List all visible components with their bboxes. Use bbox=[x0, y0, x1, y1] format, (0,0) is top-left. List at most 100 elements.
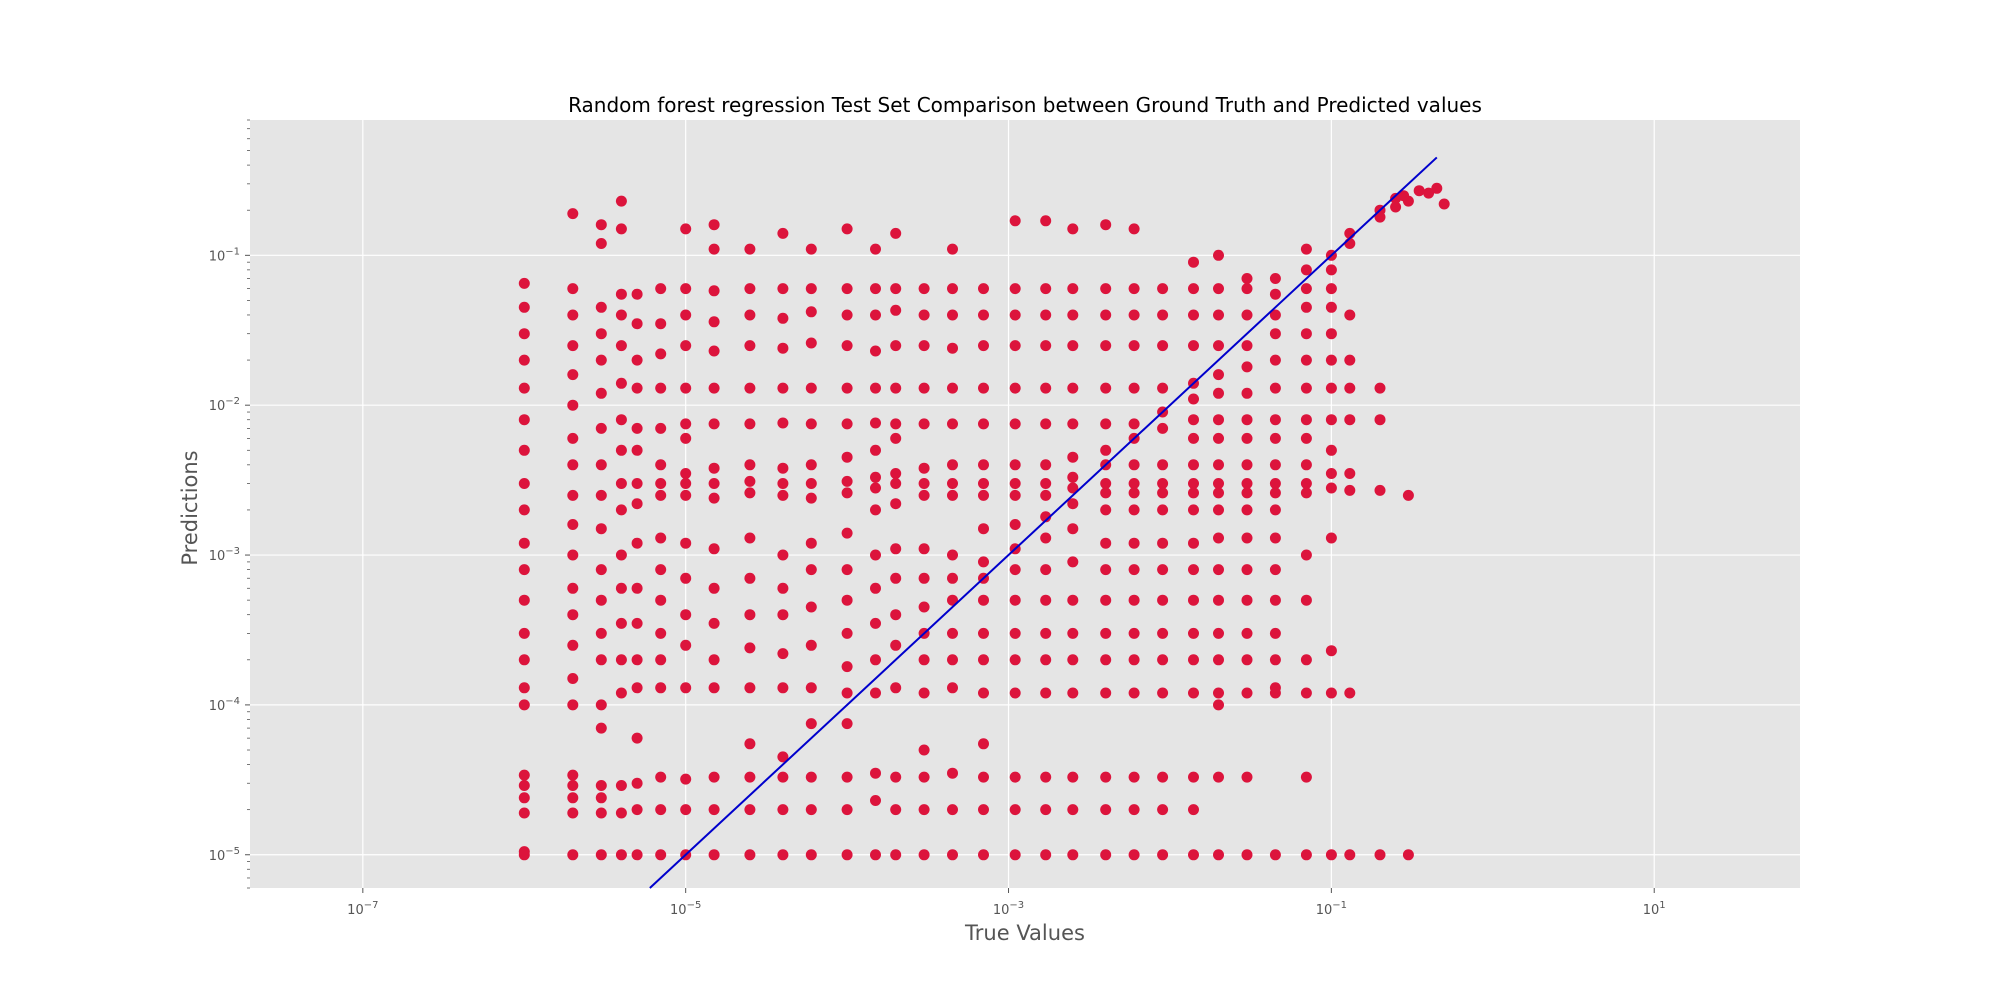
scatter-point bbox=[631, 617, 643, 629]
scatter-point bbox=[1300, 283, 1312, 295]
scatter-point bbox=[567, 340, 579, 352]
x-tick-label: 10−7 bbox=[347, 900, 378, 918]
scatter-point bbox=[978, 340, 989, 352]
scatter-point bbox=[680, 639, 692, 651]
scatter-point bbox=[631, 288, 643, 300]
scatter-point bbox=[595, 654, 607, 666]
scatter-point bbox=[918, 382, 930, 394]
scatter-point bbox=[1100, 771, 1112, 783]
scatter-point bbox=[1100, 849, 1112, 861]
scatter-point bbox=[744, 475, 756, 487]
scatter-point bbox=[1100, 382, 1112, 394]
scatter-point bbox=[1300, 594, 1312, 606]
scatter-point bbox=[655, 318, 667, 330]
scatter-point bbox=[1213, 387, 1224, 399]
scatter-point bbox=[1100, 418, 1112, 430]
scatter-point bbox=[744, 243, 756, 255]
scatter-point bbox=[1009, 687, 1021, 699]
scatter-point bbox=[947, 767, 958, 779]
chart-title: Random forest regression Test Set Compar… bbox=[568, 93, 1482, 117]
scatter-point bbox=[1325, 468, 1337, 479]
scatter-point bbox=[567, 780, 579, 791]
scatter-point bbox=[615, 849, 627, 861]
scatter-point bbox=[655, 348, 667, 360]
scatter-point bbox=[1009, 804, 1021, 816]
scatter-point bbox=[595, 489, 607, 501]
scatter-point bbox=[567, 432, 579, 444]
scatter-point bbox=[631, 498, 643, 510]
scatter-point bbox=[1213, 369, 1224, 381]
scatter-point bbox=[1040, 627, 1052, 639]
scatter-point bbox=[1100, 627, 1112, 639]
scatter-point bbox=[890, 382, 902, 394]
scatter-point bbox=[1241, 487, 1253, 499]
scatter-point bbox=[1300, 478, 1312, 489]
scatter-point bbox=[1300, 382, 1312, 394]
scatter-point bbox=[1040, 804, 1052, 816]
scatter-point bbox=[870, 582, 881, 594]
scatter-point bbox=[947, 283, 958, 295]
scatter-point bbox=[947, 549, 958, 561]
y-axis-ticks: 10−5 10−4 10−3 10−2 10−1 bbox=[209, 119, 250, 889]
scatter-point bbox=[1100, 340, 1112, 352]
scatter-point bbox=[595, 792, 607, 804]
scatter-point bbox=[890, 227, 902, 239]
scatter-point bbox=[870, 382, 881, 394]
scatter-point bbox=[615, 549, 627, 561]
scatter-point bbox=[567, 309, 579, 321]
scatter-point bbox=[890, 543, 902, 555]
scatter-point bbox=[655, 771, 667, 783]
scatter-point bbox=[1325, 354, 1337, 366]
scatter-point bbox=[918, 309, 930, 321]
scatter-point bbox=[777, 382, 789, 394]
scatter-point bbox=[1128, 564, 1140, 576]
scatter-point bbox=[655, 564, 667, 576]
scatter-point bbox=[1009, 654, 1021, 666]
scatter-point bbox=[595, 328, 607, 340]
scatter-point bbox=[947, 594, 958, 606]
scatter-point bbox=[655, 532, 667, 544]
scatter-point bbox=[777, 549, 789, 561]
scatter-point bbox=[777, 489, 789, 501]
scatter-point bbox=[1325, 482, 1337, 494]
scatter-point bbox=[631, 654, 643, 666]
scatter-point bbox=[978, 771, 989, 783]
scatter-point bbox=[1009, 283, 1021, 295]
scatter-point bbox=[1188, 340, 1199, 352]
scatter-point bbox=[777, 648, 789, 660]
scatter-point bbox=[890, 418, 902, 430]
y-tick-label: 10−1 bbox=[209, 246, 240, 264]
scatter-point bbox=[1100, 804, 1112, 816]
scatter-point bbox=[841, 382, 853, 394]
scatter-point bbox=[1188, 654, 1199, 666]
scatter-point bbox=[1067, 471, 1079, 483]
scatter-point bbox=[1100, 219, 1112, 231]
scatter-point bbox=[805, 771, 817, 783]
scatter-point bbox=[1188, 687, 1199, 699]
scatter-point bbox=[1188, 564, 1199, 576]
scatter-point bbox=[1067, 382, 1079, 394]
scatter-point bbox=[870, 849, 881, 861]
scatter-point bbox=[1128, 283, 1140, 295]
scatter-point bbox=[744, 418, 756, 430]
scatter-point bbox=[1128, 594, 1140, 606]
scatter-point bbox=[978, 489, 989, 501]
scatter-point bbox=[744, 771, 756, 783]
scatter-point bbox=[631, 582, 643, 594]
scatter-point bbox=[518, 594, 530, 606]
scatter-point bbox=[655, 849, 667, 861]
scatter-point bbox=[890, 682, 902, 694]
scatter-point bbox=[890, 478, 902, 489]
scatter-point bbox=[947, 243, 958, 255]
scatter-point bbox=[1269, 288, 1281, 300]
scatter-point bbox=[1213, 627, 1224, 639]
x-axis-ticks: 10−7 10−5 10−3 10−1 101 bbox=[347, 888, 1666, 918]
scatter-point bbox=[1188, 283, 1199, 295]
scatter-point bbox=[978, 627, 989, 639]
scatter-point bbox=[870, 795, 881, 806]
scatter-point bbox=[1157, 804, 1169, 816]
scatter-point bbox=[680, 309, 692, 321]
scatter-point bbox=[841, 771, 853, 783]
scatter-point bbox=[595, 387, 607, 399]
scatter-point bbox=[890, 498, 902, 510]
